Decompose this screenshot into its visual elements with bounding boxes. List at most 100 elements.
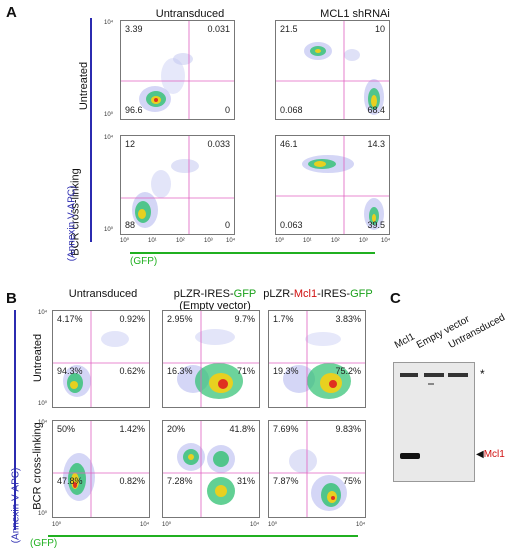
- density-cloud: [63, 331, 129, 397]
- x-tick-label: 10²: [176, 238, 185, 244]
- panel-b-row-title-2: BCR cross-linking: [31, 422, 44, 510]
- quadrant-ur-value: 41.8%: [229, 424, 255, 434]
- y-tick-label: 10⁴: [38, 310, 48, 316]
- quadrant-ul-value: 46.1: [280, 139, 298, 149]
- nonspecific-band-marker: *: [480, 367, 485, 381]
- quadrant-ll-value: 94.3%: [57, 366, 83, 376]
- faint-band: [428, 383, 434, 385]
- quadrant-ur-value: 0.033: [207, 139, 230, 149]
- western-blot: [393, 362, 475, 482]
- quadrant-lr-value: 0: [224, 220, 230, 230]
- flow-scatter-plot: [121, 136, 234, 234]
- quadrant-ur-value: 3.83%: [335, 314, 361, 324]
- panel-a-row-title-1: Untreated: [78, 61, 91, 111]
- density-cloud: [132, 159, 199, 228]
- title-gfp: GFP: [233, 288, 257, 300]
- quadrant-ll-value: 16.3%: [167, 366, 193, 376]
- panel-a-plot-3: 12 0.033 88 0: [120, 135, 235, 235]
- flow-scatter-plot: [53, 421, 149, 517]
- quadrant-ul-value: 20%: [167, 424, 186, 434]
- quadrant-ll-value: 0.068: [280, 105, 303, 115]
- quadrant-lr-value: 68.4: [367, 105, 385, 115]
- blot-bands: [400, 373, 468, 459]
- flow-scatter-plot: [276, 136, 389, 234]
- x-tick-label: 10⁰: [52, 522, 62, 528]
- density-cloud: [177, 329, 243, 399]
- quadrant-lr-value: 0.62%: [119, 366, 145, 376]
- flow-scatter-plot: [163, 311, 259, 407]
- flow-scatter-plot: [269, 311, 365, 407]
- panel-b-col-title-2: pLZR-IRES-GFP (Empty vector): [160, 288, 270, 312]
- quadrant-lr-value: 31%: [236, 476, 255, 486]
- flow-scatter-plot: [163, 421, 259, 517]
- flow-scatter-plot: [269, 421, 365, 517]
- y-tick-label: 10⁰: [104, 227, 114, 233]
- density-cloud: [139, 53, 193, 112]
- quadrant-ll-value: 7.87%: [273, 476, 299, 486]
- quadrant-ul-value: 4.17%: [57, 314, 83, 324]
- title-subtext: (Empty vector): [179, 300, 251, 312]
- panel-b-x-axis-bar: [48, 535, 358, 537]
- quadrant-ur-value: 9.7%: [234, 314, 255, 324]
- density-cloud: [63, 453, 95, 501]
- y-tick-label: 10⁴: [104, 20, 114, 26]
- quadrant-lr-value: 75%: [342, 476, 361, 486]
- quadrant-ur-value: 0.92%: [119, 314, 145, 324]
- panel-a-plot-2: 21.5 10 0.068 68.4: [275, 20, 390, 120]
- quadrant-ll-value: 96.6: [125, 105, 143, 115]
- panel-b-plot-4: 50% 1.42% 47.8% 0.82%: [52, 420, 150, 518]
- quadrant-ll-value: 7.28%: [167, 476, 193, 486]
- quadrant-ll-value: 0.063: [280, 220, 303, 230]
- quadrant-ll-value: 47.8%: [57, 476, 83, 486]
- x-tick-label: 10²: [331, 238, 340, 244]
- quadrant-ul-value: 21.5: [280, 24, 298, 34]
- quadrant-ul-value: 1.7%: [273, 314, 294, 324]
- quadrant-ul-value: 12: [125, 139, 136, 149]
- panel-b-plot-3: 1.7% 3.83% 19.3% 75.2%: [268, 310, 366, 408]
- x-tick-label: 10⁰: [162, 522, 172, 528]
- x-tick-label: 10⁴: [226, 238, 236, 244]
- title-text: -IRES-: [317, 288, 351, 300]
- quadrant-ul-value: 3.39: [125, 24, 143, 34]
- y-tick-label: 10⁴: [104, 135, 114, 141]
- quadrant-lr-value: 75.2%: [335, 366, 361, 376]
- quadrant-ul-value: 2.95%: [167, 314, 193, 324]
- title-mcl1: Mcl1: [293, 288, 318, 300]
- y-tick-label: 10⁰: [38, 401, 48, 407]
- quadrant-ul-value: 50%: [57, 424, 76, 434]
- quadrant-ur-value: 14.3: [367, 139, 385, 149]
- panel-a-plot-4: 46.1 14.3 0.063 39.5: [275, 135, 390, 235]
- quadrant-lr-value: 0: [224, 105, 230, 115]
- title-text: pLZR-: [263, 288, 294, 300]
- panel-b-plot-2: 2.95% 9.7% 16.3% 71%: [162, 310, 260, 408]
- flow-scatter-plot: [121, 21, 234, 119]
- panel-b-letter: B: [6, 290, 17, 307]
- band-top-lane-1: [400, 373, 418, 377]
- panel-a-y-axis-bar: [90, 18, 92, 242]
- x-tick-label: 10¹: [148, 238, 157, 244]
- panel-a-plot-1: 3.39 0.031 96.6 0: [120, 20, 235, 120]
- panel-b-plot-5: 20% 41.8% 7.28% 31%: [162, 420, 260, 518]
- arrow-left-icon: ◀: [476, 449, 484, 460]
- quadrant-ur-value: 1.42%: [119, 424, 145, 434]
- panel-b-col-title-1: Untransduced: [48, 288, 158, 300]
- y-tick-label: 10⁰: [38, 511, 48, 517]
- density-cloud: [302, 155, 384, 230]
- x-tick-label: 10⁴: [381, 238, 391, 244]
- quadrant-lr-value: 39.5: [367, 220, 385, 230]
- title-text: Untransduced: [68, 288, 138, 300]
- lane-label-mcl1: Mcl1: [392, 331, 417, 351]
- quadrant-ll-value: 88: [125, 220, 136, 230]
- title-gfp: GFP: [350, 288, 373, 300]
- panel-a-y-axis-label: (Annexin V-APC): [66, 185, 78, 262]
- quadrant-lr-value: 0.82%: [119, 476, 145, 486]
- panel-a-col-title-1: Untransduced: [155, 8, 225, 20]
- quadrant-ll-value: 19.3%: [273, 366, 299, 376]
- x-tick-label: 10³: [204, 238, 213, 244]
- band-top-lane-3: [448, 373, 468, 377]
- panel-a-x-axis-bar: [130, 252, 375, 254]
- panel-c-letter: C: [390, 290, 401, 307]
- y-tick-label: 10⁴: [38, 420, 48, 426]
- panel-b-col-title-3: pLZR-Mcl1-IRES-GFP: [258, 288, 378, 300]
- mcl1-band-text: Mcl1: [483, 449, 505, 460]
